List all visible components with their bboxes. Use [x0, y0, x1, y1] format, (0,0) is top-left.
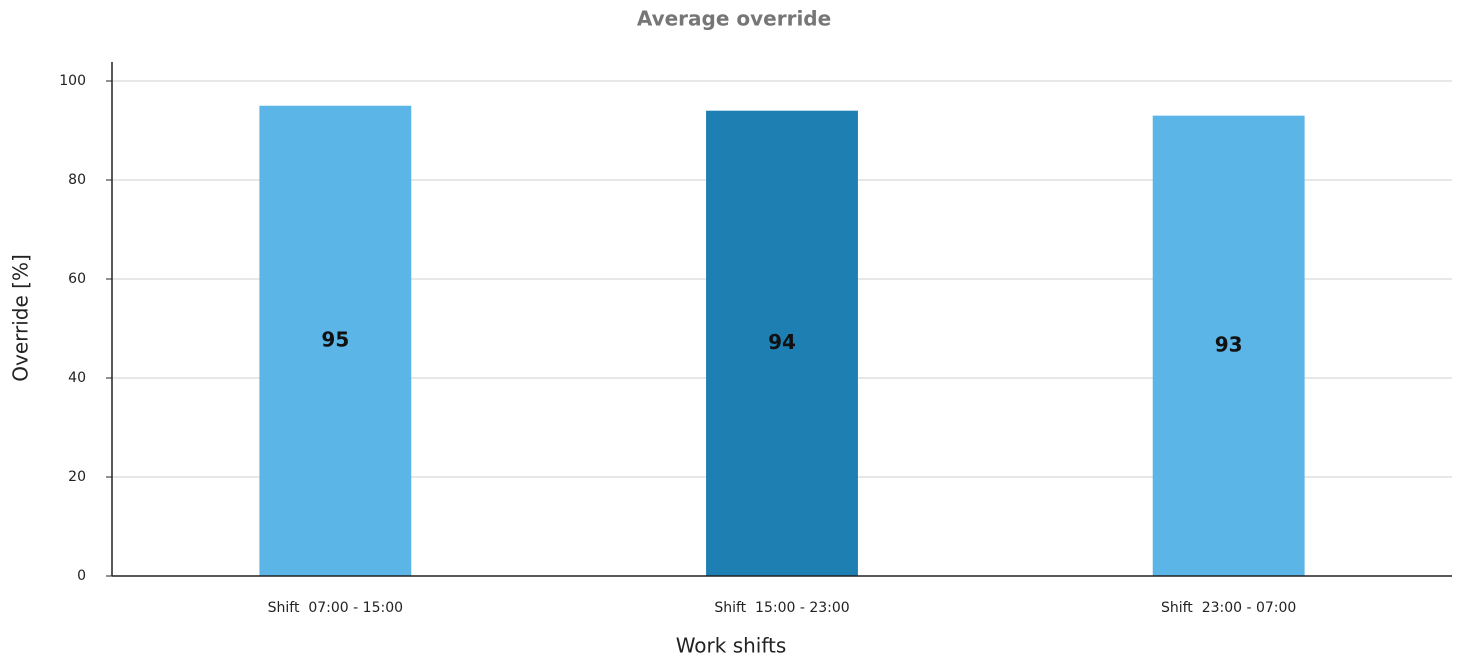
y-tick-label: 100 [59, 73, 86, 89]
y-tick-label: 60 [68, 271, 86, 287]
bar [706, 110, 858, 576]
bar [259, 105, 412, 576]
y-axis-title: Override [%] [9, 254, 33, 382]
x-tick-label: Shift 15:00 - 23:00 [714, 600, 849, 616]
bar [1152, 115, 1305, 577]
x-tick-label: Shift 23:00 - 07:00 [1161, 600, 1296, 616]
y-tick-label: 0 [77, 568, 86, 584]
y-tick-label: 80 [68, 172, 86, 188]
data-label: 94 [768, 330, 796, 354]
chart-title: Average override [637, 7, 831, 31]
x-axis-title: Work shifts [676, 634, 787, 658]
y-tick-label: 40 [68, 370, 86, 386]
y-tick-label: 20 [68, 469, 86, 485]
data-label: 95 [321, 327, 349, 351]
x-tick-label: Shift 07:00 - 15:00 [268, 600, 403, 616]
data-label: 93 [1215, 332, 1243, 356]
